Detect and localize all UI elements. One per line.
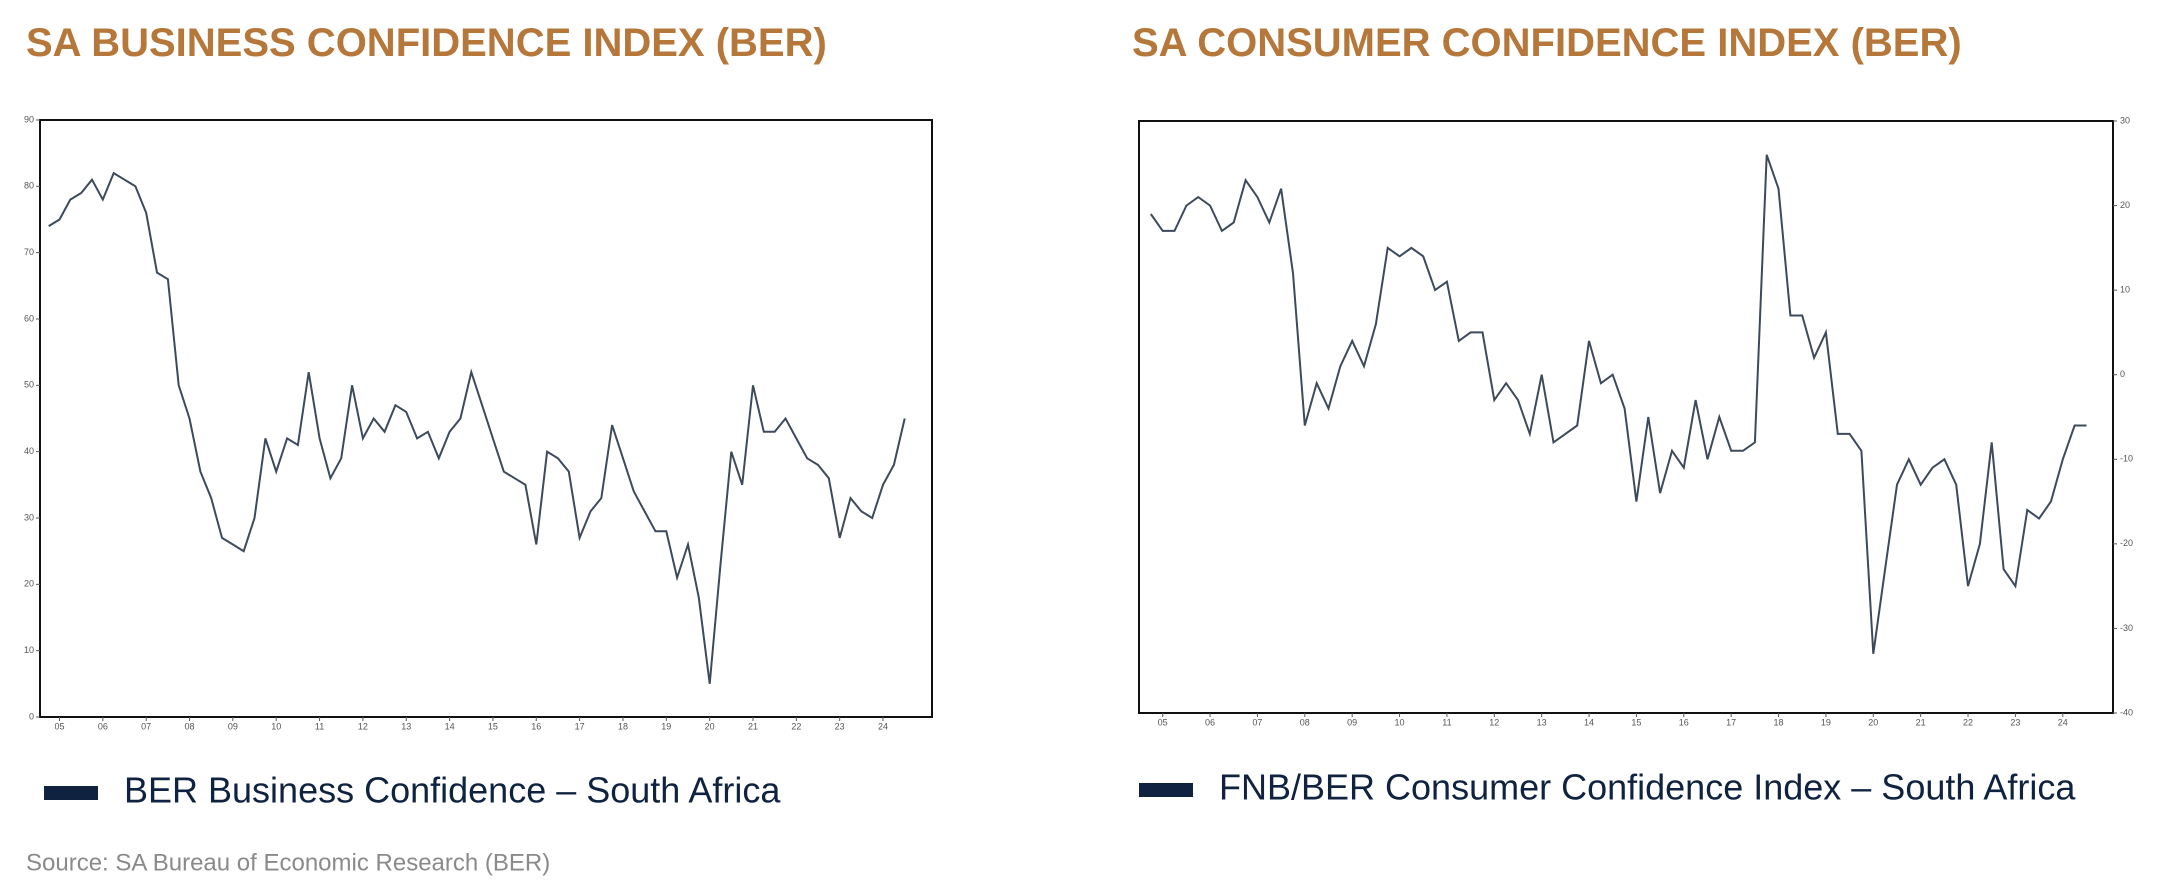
x-tick-label: 07 (1252, 717, 1262, 727)
x-tick-label: 09 (1347, 717, 1357, 727)
x-tick-label: 09 (228, 721, 238, 731)
x-tick-label: 08 (185, 721, 195, 731)
y-tick-label: 10 (24, 645, 34, 655)
x-tick-label: 14 (445, 721, 455, 731)
y-tick-label: -40 (2120, 707, 2133, 717)
legend-swatch (44, 786, 98, 800)
y-tick-label: 20 (2120, 200, 2130, 210)
x-tick-label: 12 (358, 721, 368, 731)
x-tick-label: 16 (531, 721, 541, 731)
chart-title: SA CONSUMER CONFIDENCE INDEX (BER) (1132, 21, 1962, 65)
x-tick-label: 21 (748, 721, 758, 731)
series-line (1149, 154, 2087, 654)
x-tick-label: 17 (1726, 717, 1736, 727)
y-tick-label: 80 (24, 181, 34, 191)
x-tick-label: 10 (1395, 717, 1405, 727)
legend-label: FNB/BER Consumer Confidence Index – Sout… (1219, 767, 2076, 808)
x-tick-label: 18 (1774, 717, 1784, 727)
x-tick-label: 13 (1537, 717, 1547, 727)
y-tick-label: 60 (24, 313, 34, 323)
x-tick-label: 23 (2010, 717, 2020, 727)
chart: SA BUSINESS CONFIDENCE INDEX (BER) 0 10 20 3… (24, 21, 933, 811)
x-tick-label: 10 (271, 721, 281, 731)
y-tick-label: -10 (2120, 454, 2133, 464)
x-tick-label: 05 (54, 721, 64, 731)
x-tick-label: 22 (1963, 717, 1973, 727)
x-tick-label: 12 (1489, 717, 1499, 727)
series-line (48, 171, 906, 684)
y-tick-label: -30 (2120, 623, 2133, 633)
x-tick-label: 17 (575, 721, 585, 731)
x-tick-label: 24 (2058, 717, 2068, 727)
x-tick-label: 18 (618, 721, 628, 731)
y-tick-label: -20 (2120, 538, 2133, 548)
plot-frame (39, 119, 933, 718)
plot-frame (1138, 120, 2114, 714)
y-tick-label: 70 (24, 247, 34, 257)
x-tick-label: 08 (1300, 717, 1310, 727)
y-tick-label: 50 (24, 380, 34, 390)
x-tick-label: 06 (98, 721, 108, 731)
x-tick-label: 06 (1205, 717, 1215, 727)
y-tick-label: 90 (24, 114, 34, 124)
legend-swatch (1139, 783, 1193, 797)
y-tick-label: 40 (24, 446, 34, 456)
y-tick-label: 0 (2120, 369, 2125, 379)
x-tick-label: 24 (878, 721, 888, 731)
x-tick-label: 05 (1158, 717, 1168, 727)
x-tick-label: 15 (1631, 717, 1641, 727)
x-tick-label: 14 (1584, 717, 1594, 727)
x-tick-label: 15 (488, 721, 498, 731)
x-tick-label: 19 (1821, 717, 1831, 727)
x-tick-label: 22 (791, 721, 801, 731)
x-tick-label: 13 (401, 721, 411, 731)
chart-title: SA BUSINESS CONFIDENCE INDEX (BER) (26, 21, 827, 65)
chart: SA CONSUMER CONFIDENCE INDEX (BER) -40 -30… (1132, 21, 2133, 808)
x-tick-label: 11 (1442, 717, 1451, 727)
y-tick-label: 30 (2120, 115, 2130, 125)
x-tick-label: 20 (1868, 717, 1878, 727)
x-tick-label: 23 (835, 721, 845, 731)
x-tick-label: 07 (141, 721, 151, 731)
x-tick-label: 20 (705, 721, 715, 731)
y-tick-label: 10 (2120, 285, 2130, 295)
y-tick-label: 30 (24, 512, 34, 522)
source-note: Source: SA Bureau of Economic Research (… (26, 849, 550, 876)
y-tick-label: 0 (29, 711, 34, 721)
y-tick-label: 20 (24, 579, 34, 589)
legend-label: BER Business Confidence – South Africa (124, 770, 781, 811)
x-tick-label: 11 (315, 721, 324, 731)
x-tick-label: 19 (661, 721, 671, 731)
x-tick-label: 21 (1916, 717, 1926, 727)
x-tick-label: 16 (1679, 717, 1689, 727)
